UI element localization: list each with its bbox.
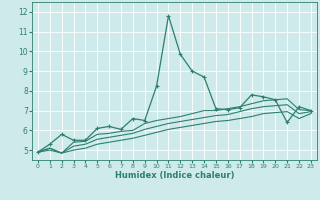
X-axis label: Humidex (Indice chaleur): Humidex (Indice chaleur) [115,171,234,180]
